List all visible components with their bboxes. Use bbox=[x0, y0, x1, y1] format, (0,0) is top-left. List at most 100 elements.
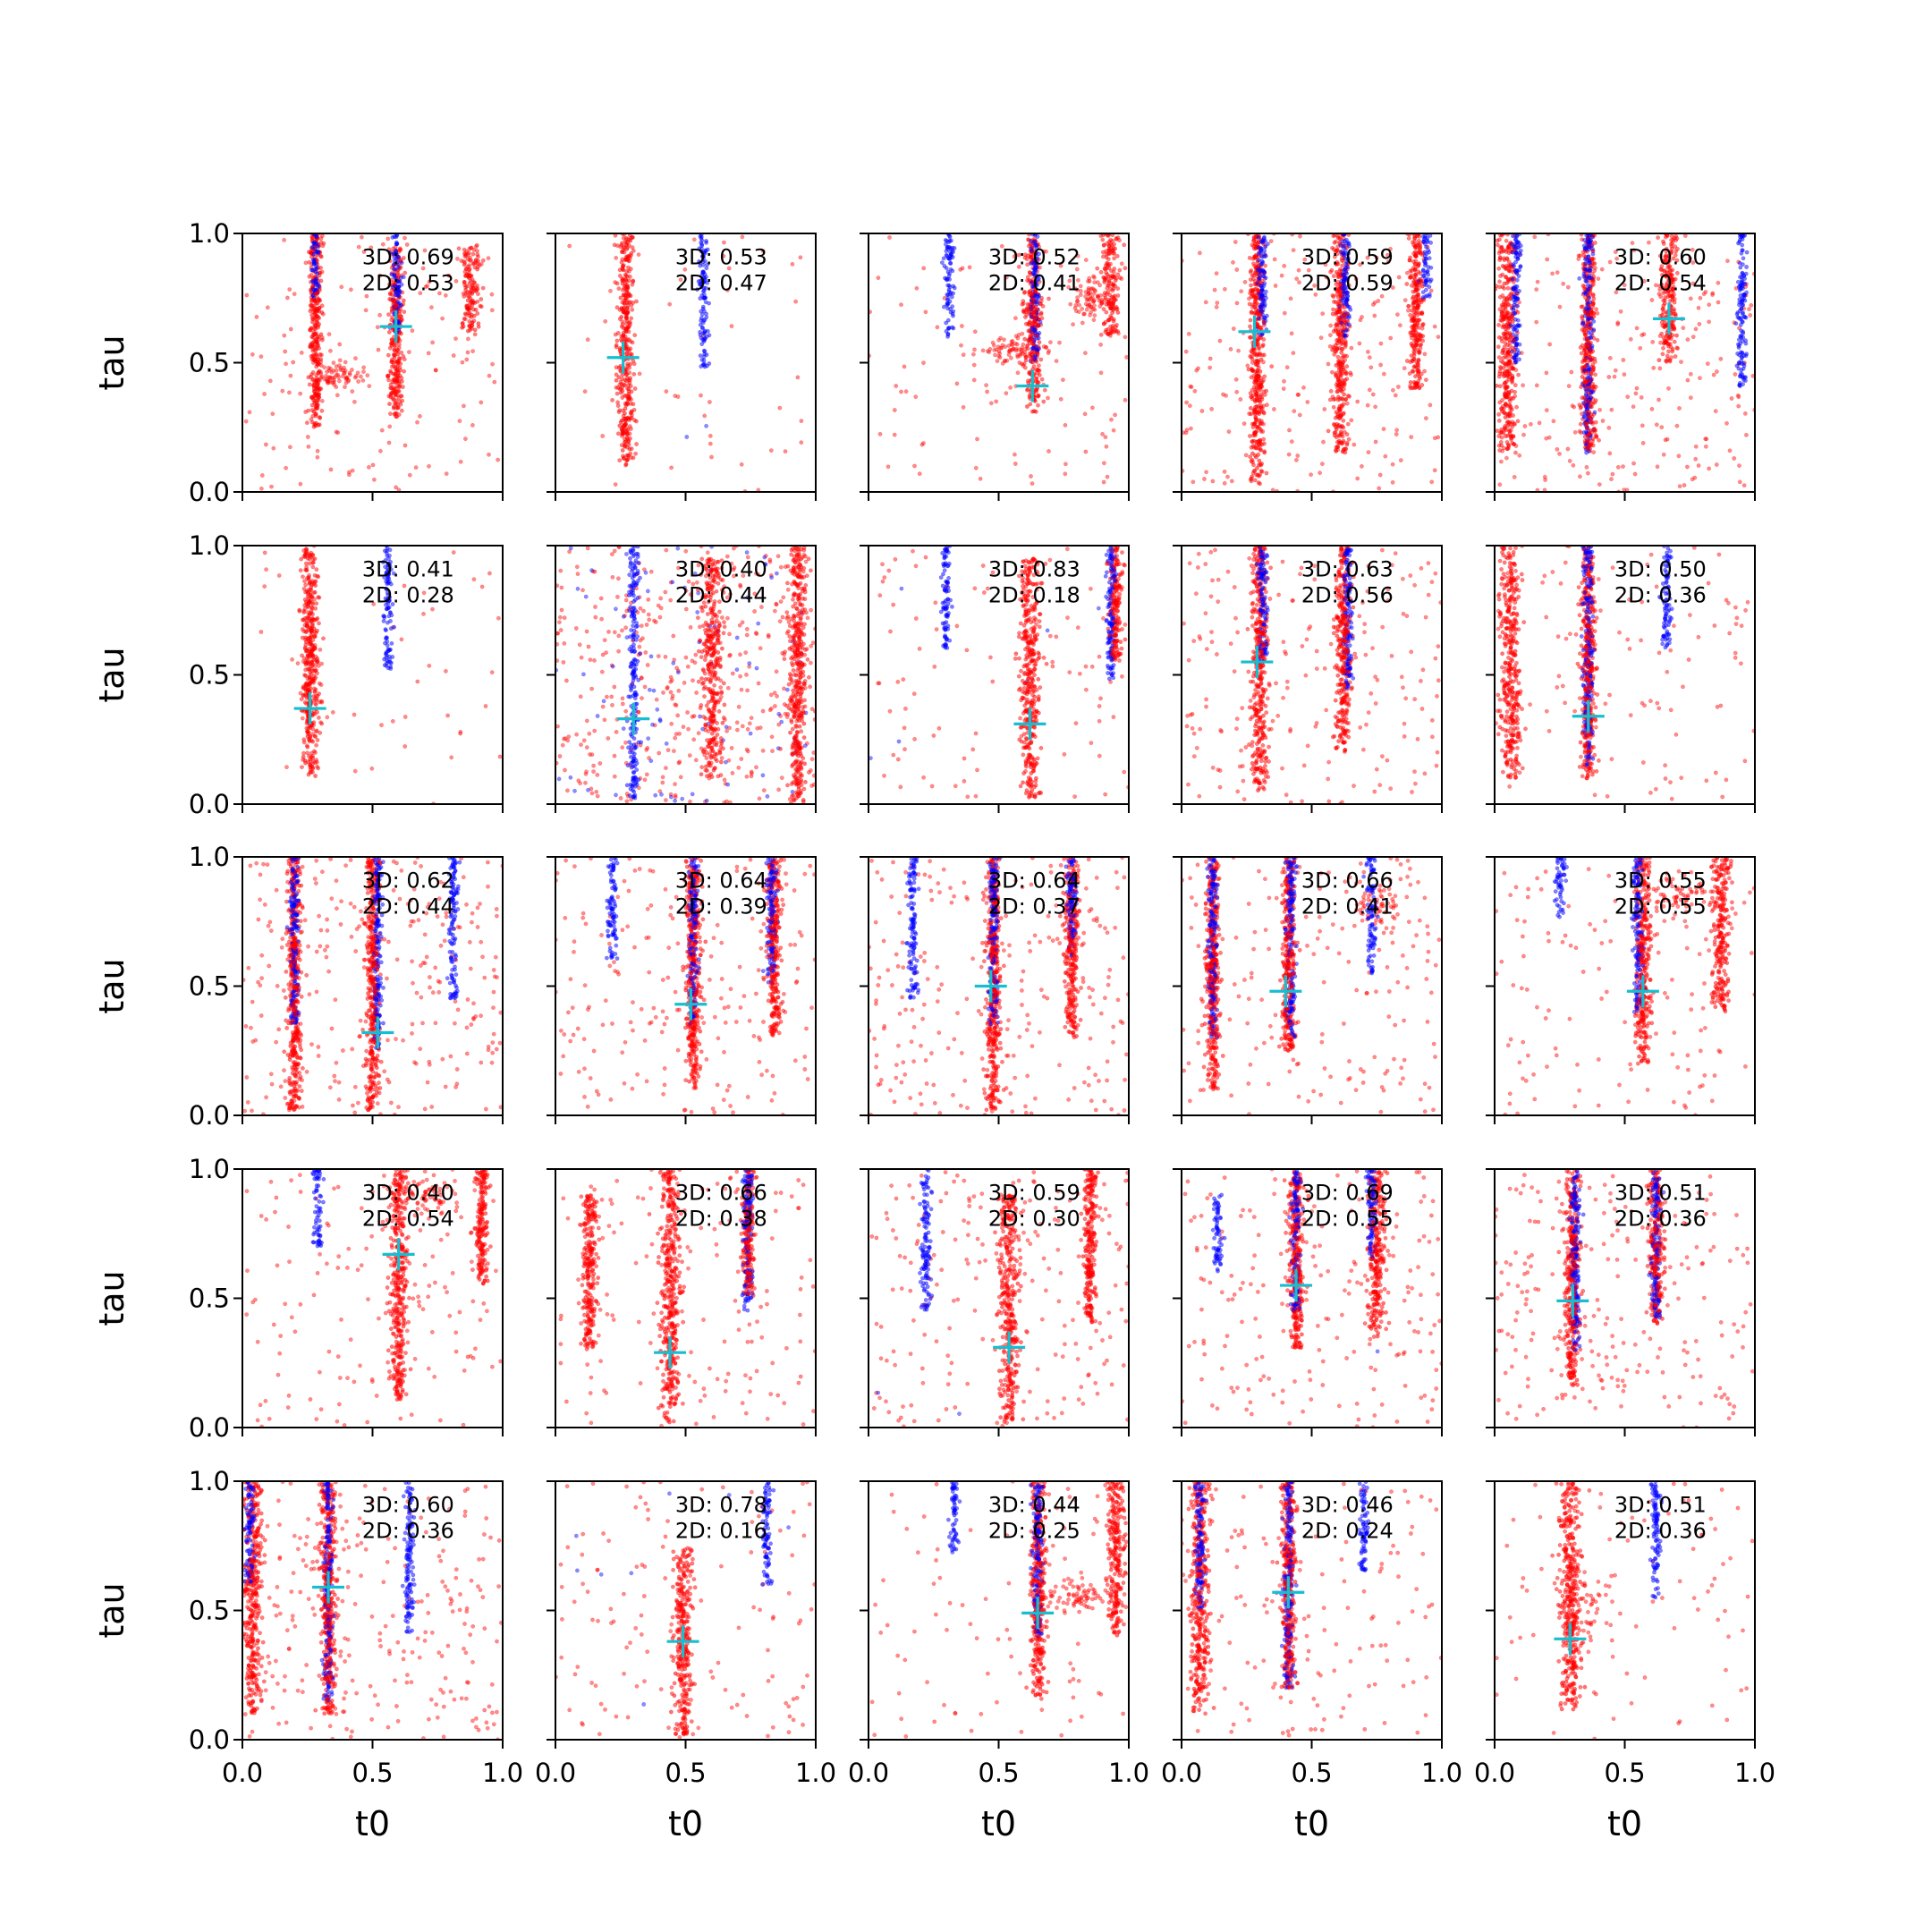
red-point bbox=[620, 257, 625, 262]
red-point bbox=[626, 258, 631, 263]
red-point bbox=[1504, 238, 1509, 243]
red-point bbox=[1031, 364, 1037, 369]
red-point bbox=[425, 284, 429, 289]
red-point bbox=[1223, 286, 1227, 292]
red-point bbox=[395, 388, 401, 394]
red-point bbox=[1261, 319, 1267, 325]
red-point bbox=[790, 261, 795, 267]
red-point bbox=[636, 252, 641, 258]
red-point bbox=[1071, 322, 1075, 327]
red-point bbox=[1379, 293, 1385, 299]
red-point bbox=[375, 325, 380, 330]
red-point bbox=[1028, 305, 1032, 310]
red-point bbox=[631, 402, 636, 407]
red-point bbox=[286, 390, 292, 395]
red-point bbox=[322, 365, 326, 370]
red-point bbox=[352, 399, 357, 404]
red-point bbox=[478, 303, 483, 309]
red-point bbox=[386, 236, 391, 242]
red-point bbox=[335, 430, 341, 436]
red-point bbox=[1409, 273, 1414, 278]
red-point bbox=[1747, 307, 1751, 311]
red-point bbox=[1038, 357, 1044, 362]
red-point bbox=[627, 395, 632, 401]
blue-point bbox=[941, 256, 946, 261]
red-point bbox=[886, 464, 891, 470]
red-point bbox=[614, 281, 620, 286]
red-point bbox=[394, 374, 399, 378]
red-point bbox=[377, 312, 382, 318]
red-point bbox=[1104, 327, 1108, 333]
red-point bbox=[1502, 370, 1507, 376]
red-point bbox=[1028, 351, 1032, 356]
red-point bbox=[1034, 377, 1038, 381]
red-point bbox=[892, 408, 897, 412]
red-point bbox=[345, 378, 351, 384]
red-point bbox=[326, 375, 331, 380]
red-point bbox=[1250, 292, 1255, 297]
red-point bbox=[702, 413, 708, 419]
red-point bbox=[346, 472, 352, 478]
red-point bbox=[972, 347, 977, 352]
red-point bbox=[413, 465, 419, 470]
red-point bbox=[1089, 305, 1093, 309]
red-point bbox=[1257, 426, 1262, 431]
red-point bbox=[380, 242, 386, 247]
red-point bbox=[627, 424, 632, 428]
red-point bbox=[430, 340, 435, 345]
red-point bbox=[1330, 369, 1335, 375]
red-point bbox=[1183, 349, 1189, 354]
red-point bbox=[1063, 462, 1068, 467]
red-point bbox=[623, 383, 628, 388]
red-point bbox=[1335, 309, 1340, 315]
blue-point bbox=[944, 320, 949, 326]
blue-point bbox=[310, 286, 316, 292]
red-point bbox=[675, 394, 681, 399]
blue-point bbox=[698, 296, 703, 301]
blue-point bbox=[699, 309, 704, 314]
blue-point bbox=[1257, 275, 1262, 281]
red-point bbox=[1028, 402, 1033, 407]
red-point bbox=[389, 318, 394, 323]
red-point bbox=[1011, 346, 1016, 352]
red-point bbox=[343, 368, 348, 373]
blue-point bbox=[698, 322, 703, 327]
red-point bbox=[1048, 340, 1053, 345]
red-point bbox=[1432, 468, 1437, 473]
red-point bbox=[1416, 238, 1421, 243]
red-point bbox=[1073, 286, 1078, 292]
red-point bbox=[1674, 423, 1680, 428]
red-point bbox=[1011, 347, 1016, 352]
red-point bbox=[1100, 431, 1105, 436]
red-point bbox=[1412, 262, 1418, 267]
red-point bbox=[1341, 353, 1346, 359]
red-point bbox=[1044, 344, 1049, 350]
red-point bbox=[443, 292, 448, 298]
annotation-3d: 3D: 0.59 bbox=[1301, 245, 1394, 270]
red-point bbox=[1034, 315, 1038, 320]
red-point bbox=[464, 357, 470, 362]
red-point bbox=[1596, 276, 1601, 281]
red-point bbox=[1660, 352, 1665, 357]
red-point bbox=[397, 309, 402, 314]
blue-point bbox=[702, 272, 708, 276]
red-point bbox=[342, 365, 346, 370]
red-point bbox=[1335, 248, 1340, 253]
red-point bbox=[465, 298, 470, 303]
red-point bbox=[1112, 293, 1117, 299]
red-point bbox=[1291, 248, 1296, 253]
red-point bbox=[353, 356, 358, 360]
red-point bbox=[1432, 436, 1437, 441]
red-point bbox=[410, 328, 415, 334]
red-point bbox=[1335, 259, 1340, 265]
red-point bbox=[1033, 289, 1038, 294]
red-point bbox=[1109, 275, 1114, 281]
red-point bbox=[1036, 394, 1040, 399]
red-point bbox=[326, 380, 330, 386]
blue-point bbox=[1263, 244, 1267, 250]
red-point bbox=[1030, 360, 1034, 365]
blue-point bbox=[948, 291, 953, 295]
red-point bbox=[462, 280, 467, 284]
red-point bbox=[1693, 326, 1699, 332]
red-point bbox=[311, 424, 317, 429]
